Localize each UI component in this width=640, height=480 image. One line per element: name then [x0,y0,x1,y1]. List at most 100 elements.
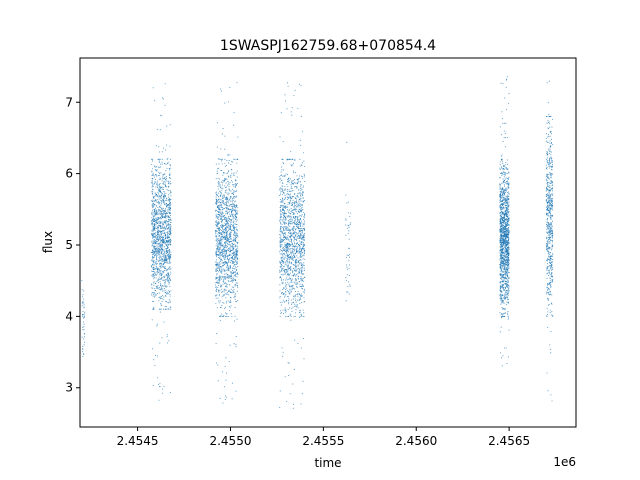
data-point [297,205,299,207]
data-point [286,216,289,218]
data-point [298,270,300,273]
data-point [297,294,299,296]
data-point [297,180,300,182]
data-point [294,269,296,271]
data-point [285,263,287,265]
data-point [286,173,289,176]
data-point [229,86,231,88]
data-point [229,247,231,249]
data-point [159,241,161,243]
data-point [156,266,158,268]
data-point [83,341,86,343]
data-point [508,92,510,94]
data-point [236,219,238,221]
data-point [286,229,288,231]
data-point [233,124,235,126]
data-point [292,252,294,254]
data-point [299,296,301,298]
data-point [160,237,162,239]
data-point [292,190,294,192]
data-point [157,234,159,236]
data-point [164,285,166,287]
data-point [225,269,228,271]
data-point [302,337,305,339]
data-point [299,165,301,167]
data-point [301,214,303,216]
data-point [153,292,155,294]
data-point [158,308,161,310]
data-point [283,212,285,214]
data-point [288,243,290,245]
data-point [155,220,157,222]
data-point [167,254,169,256]
data-point [224,201,226,204]
data-point [218,231,220,233]
data-point [153,278,155,280]
data-point [348,293,350,295]
data-point [151,252,153,254]
data-point [287,244,289,246]
data-point [220,254,222,256]
data-point [290,204,292,207]
data-point [286,269,288,271]
data-point [218,269,221,271]
data-point [301,244,303,246]
data-point [298,294,301,296]
data-point [231,225,233,227]
data-point [506,189,508,191]
data-point [303,280,305,282]
data-point [232,206,234,208]
data-point [221,160,223,162]
data-point [280,266,282,269]
data-point [156,166,158,168]
data-point [281,254,284,256]
data-point [237,287,239,289]
data-point [234,256,236,258]
data-point [231,398,233,400]
data-point [227,270,229,272]
data-point [233,288,235,291]
data-point [285,243,287,245]
data-point [230,245,232,247]
data-point [300,222,302,224]
data-point [504,171,506,173]
data-point [234,206,236,208]
data-point [293,217,295,219]
data-point [152,268,155,271]
data-point [284,217,287,219]
data-point [215,286,217,288]
data-point [163,256,165,258]
data-point [294,209,296,211]
data-point [165,273,167,276]
data-point [162,201,164,203]
data-point [304,290,306,292]
data-point [281,226,283,228]
data-point [230,214,232,216]
data-point [159,231,161,233]
data-point [229,154,231,156]
data-point [303,236,305,238]
data-point [82,321,85,323]
data-point [299,202,301,204]
data-point [165,281,167,283]
data-point [154,293,156,296]
data-point [160,213,162,215]
data-point [290,111,292,113]
data-point [165,255,167,257]
data-point [291,302,293,304]
data-point [227,175,229,177]
data-point [222,246,224,248]
data-point [156,249,158,251]
data-point [283,223,285,225]
data-point [235,233,237,235]
data-point [300,280,302,282]
data-point [218,264,220,266]
data-point [169,207,171,209]
data-point [290,184,292,186]
data-point [232,200,234,202]
data-point [300,255,302,257]
data-point [159,250,161,252]
data-point [82,355,84,358]
data-point [169,212,171,214]
data-point [161,260,163,262]
